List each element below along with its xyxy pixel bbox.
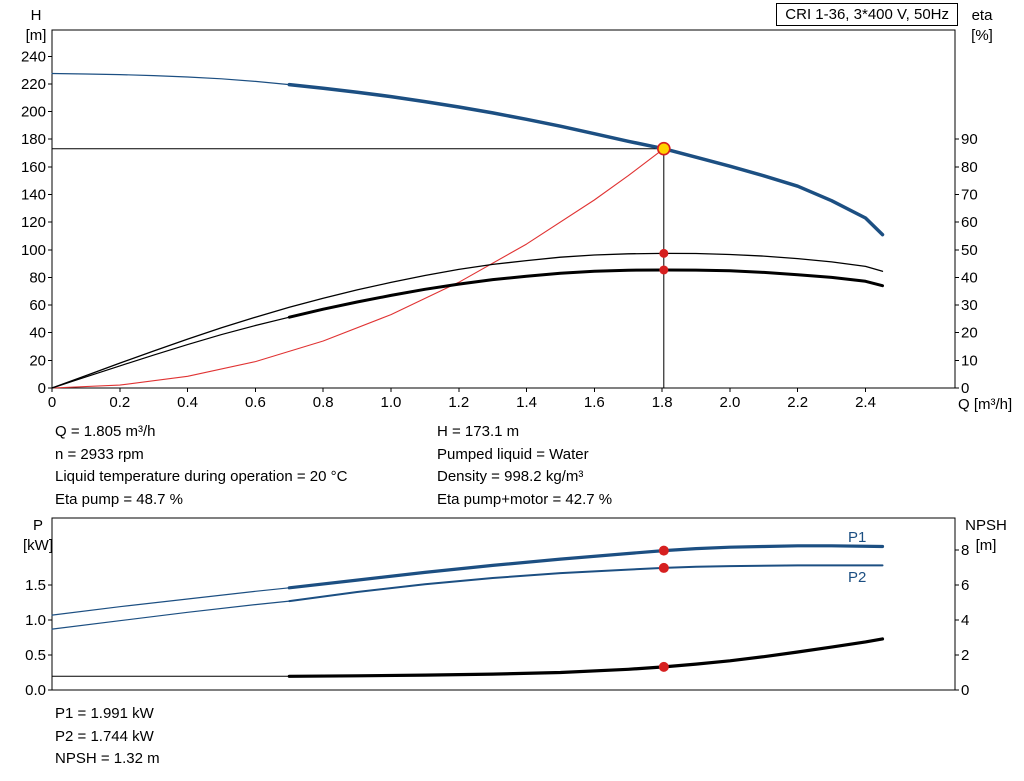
curve-npsh-thick bbox=[287, 637, 885, 678]
hq-eta-chart: 0 0.2 0.4 0.6 0.8 1.0 1.2 1.4 1.6 1.8 2.0 2.2 2.4 0 20… bbox=[21, 29, 978, 411]
result-density: Density = 998.2 kg/m³ bbox=[437, 468, 584, 485]
right-tick-label: 0 bbox=[961, 682, 969, 699]
result-eta-pump: Eta pump = 48.7 % bbox=[55, 490, 183, 508]
result-p1: P1 = 1.991 kW bbox=[55, 705, 154, 722]
eta-pump-motor-dot bbox=[659, 265, 669, 275]
plot-frame bbox=[51, 517, 956, 691]
left-tick-label: 0.5 bbox=[25, 647, 46, 664]
x-tick-label: 1.4 bbox=[516, 394, 537, 411]
x-tick-label: 1.0 bbox=[381, 394, 402, 411]
p2-curve-label: P2 bbox=[848, 569, 867, 586]
x-tick-label: 0.6 bbox=[245, 394, 266, 411]
left-tick-label: 40 bbox=[29, 325, 46, 342]
left-tick-label: 140 bbox=[21, 186, 46, 203]
right-tick-label: 20 bbox=[961, 325, 978, 342]
npsh-axis-title: NPSH [m] bbox=[958, 516, 1014, 556]
h-axis-symbol: H bbox=[30, 7, 42, 24]
eta-pump-dot bbox=[659, 248, 669, 258]
h-axis-title: H [m] bbox=[16, 6, 56, 46]
results-top-left: Q = 1.805 m³/h n = 2933 rpm Liquid tempe… bbox=[55, 421, 347, 511]
left-tick-label: 1.5 bbox=[25, 577, 46, 594]
left-tick-label: 120 bbox=[21, 214, 46, 231]
x-tick-label: 1.6 bbox=[584, 394, 605, 411]
left-tick-label: 80 bbox=[29, 269, 46, 286]
right-tick-label: 0 bbox=[961, 380, 969, 397]
right-tick-label: 80 bbox=[961, 159, 978, 176]
result-p2: P2 = 1.744 kW bbox=[55, 727, 154, 745]
right-tick-label: 2 bbox=[961, 647, 969, 664]
npsh-dot bbox=[658, 661, 669, 672]
q-axis-title: Q [m³/h] bbox=[958, 396, 1013, 413]
x-tick-label: 0.8 bbox=[313, 394, 334, 411]
x-tick-label: 2.0 bbox=[719, 394, 740, 411]
curve-hq-thick bbox=[287, 82, 885, 237]
p-axis-title: P [kW] bbox=[16, 516, 60, 556]
p-axis-symbol: P bbox=[32, 517, 43, 534]
npsh-axis-unit: [m] bbox=[975, 537, 997, 554]
left-tick-label: 1.0 bbox=[25, 612, 46, 629]
left-tick-label: 20 bbox=[29, 352, 46, 369]
results-bottom: P1 = 1.991 kW P2 = 1.744 kW NPSH = 1.32 … bbox=[55, 703, 160, 771]
power-npsh-chart: 0.0 0.5 1.0 1.5 0 2 4 6 8 bbox=[25, 517, 969, 699]
p2-dot bbox=[658, 562, 669, 573]
left-tick-label: 0 bbox=[38, 380, 46, 397]
curve-p1-thick bbox=[287, 544, 885, 590]
x-tick-label: 1.8 bbox=[652, 394, 673, 411]
x-tick-label: 0 bbox=[48, 394, 56, 411]
h-axis-unit: [m] bbox=[25, 27, 47, 44]
npsh-axis-symbol: NPSH bbox=[965, 517, 1007, 534]
left-tick-label: 60 bbox=[29, 297, 46, 314]
eta-axis-symbol: eta bbox=[971, 7, 993, 24]
curve-p2-thin bbox=[51, 600, 290, 630]
x-tick-label: 2.2 bbox=[787, 394, 808, 411]
result-liquid-temperature: Liquid temperature during operation = 20… bbox=[55, 468, 348, 485]
curve-eta-pump-motor-thin bbox=[51, 316, 290, 389]
curve-eta-pump-motor-thick bbox=[287, 268, 884, 319]
left-tick-label: 220 bbox=[21, 76, 46, 93]
left-tick-label: 0.0 bbox=[25, 682, 46, 699]
right-tick-label: 60 bbox=[961, 214, 978, 231]
right-tick-label: 4 bbox=[961, 612, 969, 629]
result-flow: Q = 1.805 m³/h bbox=[55, 423, 156, 440]
p1-dot bbox=[658, 545, 669, 556]
curve-p1-thin bbox=[51, 587, 290, 616]
x-tick-label: 1.2 bbox=[448, 394, 469, 411]
right-tick-label: 6 bbox=[961, 577, 969, 594]
result-pumped-liquid: Pumped liquid = Water bbox=[437, 445, 589, 463]
right-tick-label: 40 bbox=[961, 269, 978, 286]
result-speed: n = 2933 rpm bbox=[55, 445, 144, 463]
x-tick-label: 2.4 bbox=[855, 394, 876, 411]
curve-p2-thick bbox=[288, 564, 884, 603]
result-eta-pump-motor: Eta pump+motor = 42.7 % bbox=[437, 490, 613, 508]
x-tick-label: 0.4 bbox=[177, 394, 198, 411]
p-axis-unit: [kW] bbox=[23, 537, 53, 554]
plot-frame bbox=[51, 29, 956, 389]
eta-axis-unit: [%] bbox=[971, 27, 993, 44]
right-tick-label: 50 bbox=[961, 242, 978, 259]
right-tick-label: 90 bbox=[961, 131, 978, 148]
x-tick-label: 0.2 bbox=[109, 394, 130, 411]
curve-crosshair bbox=[51, 148, 665, 389]
eta-axis-title: eta [%] bbox=[958, 6, 1006, 46]
p1-curve-label: P1 bbox=[848, 529, 867, 546]
left-tick-label: 160 bbox=[21, 159, 46, 176]
curve-hq-thin bbox=[51, 72, 290, 86]
results-top-right: H = 173.1 m Pumped liquid = Water Densit… bbox=[437, 421, 612, 511]
operating-point-marker bbox=[657, 141, 671, 156]
pump-model-label: CRI 1-36, 3*400 V, 50Hz bbox=[776, 3, 958, 26]
right-tick-label: 10 bbox=[961, 352, 978, 369]
curve-system-curve bbox=[51, 148, 665, 389]
left-tick-label: 180 bbox=[21, 131, 46, 148]
result-npsh: NPSH = 1.32 m bbox=[55, 750, 160, 767]
left-tick-label: 200 bbox=[21, 104, 46, 121]
curve-eta-pump bbox=[51, 252, 884, 389]
left-tick-label: 100 bbox=[21, 242, 46, 259]
right-tick-label: 8 bbox=[961, 542, 969, 559]
left-tick-label: 240 bbox=[21, 48, 46, 65]
result-head: H = 173.1 m bbox=[437, 423, 520, 440]
right-tick-label: 70 bbox=[961, 186, 978, 203]
right-tick-label: 30 bbox=[961, 297, 978, 314]
